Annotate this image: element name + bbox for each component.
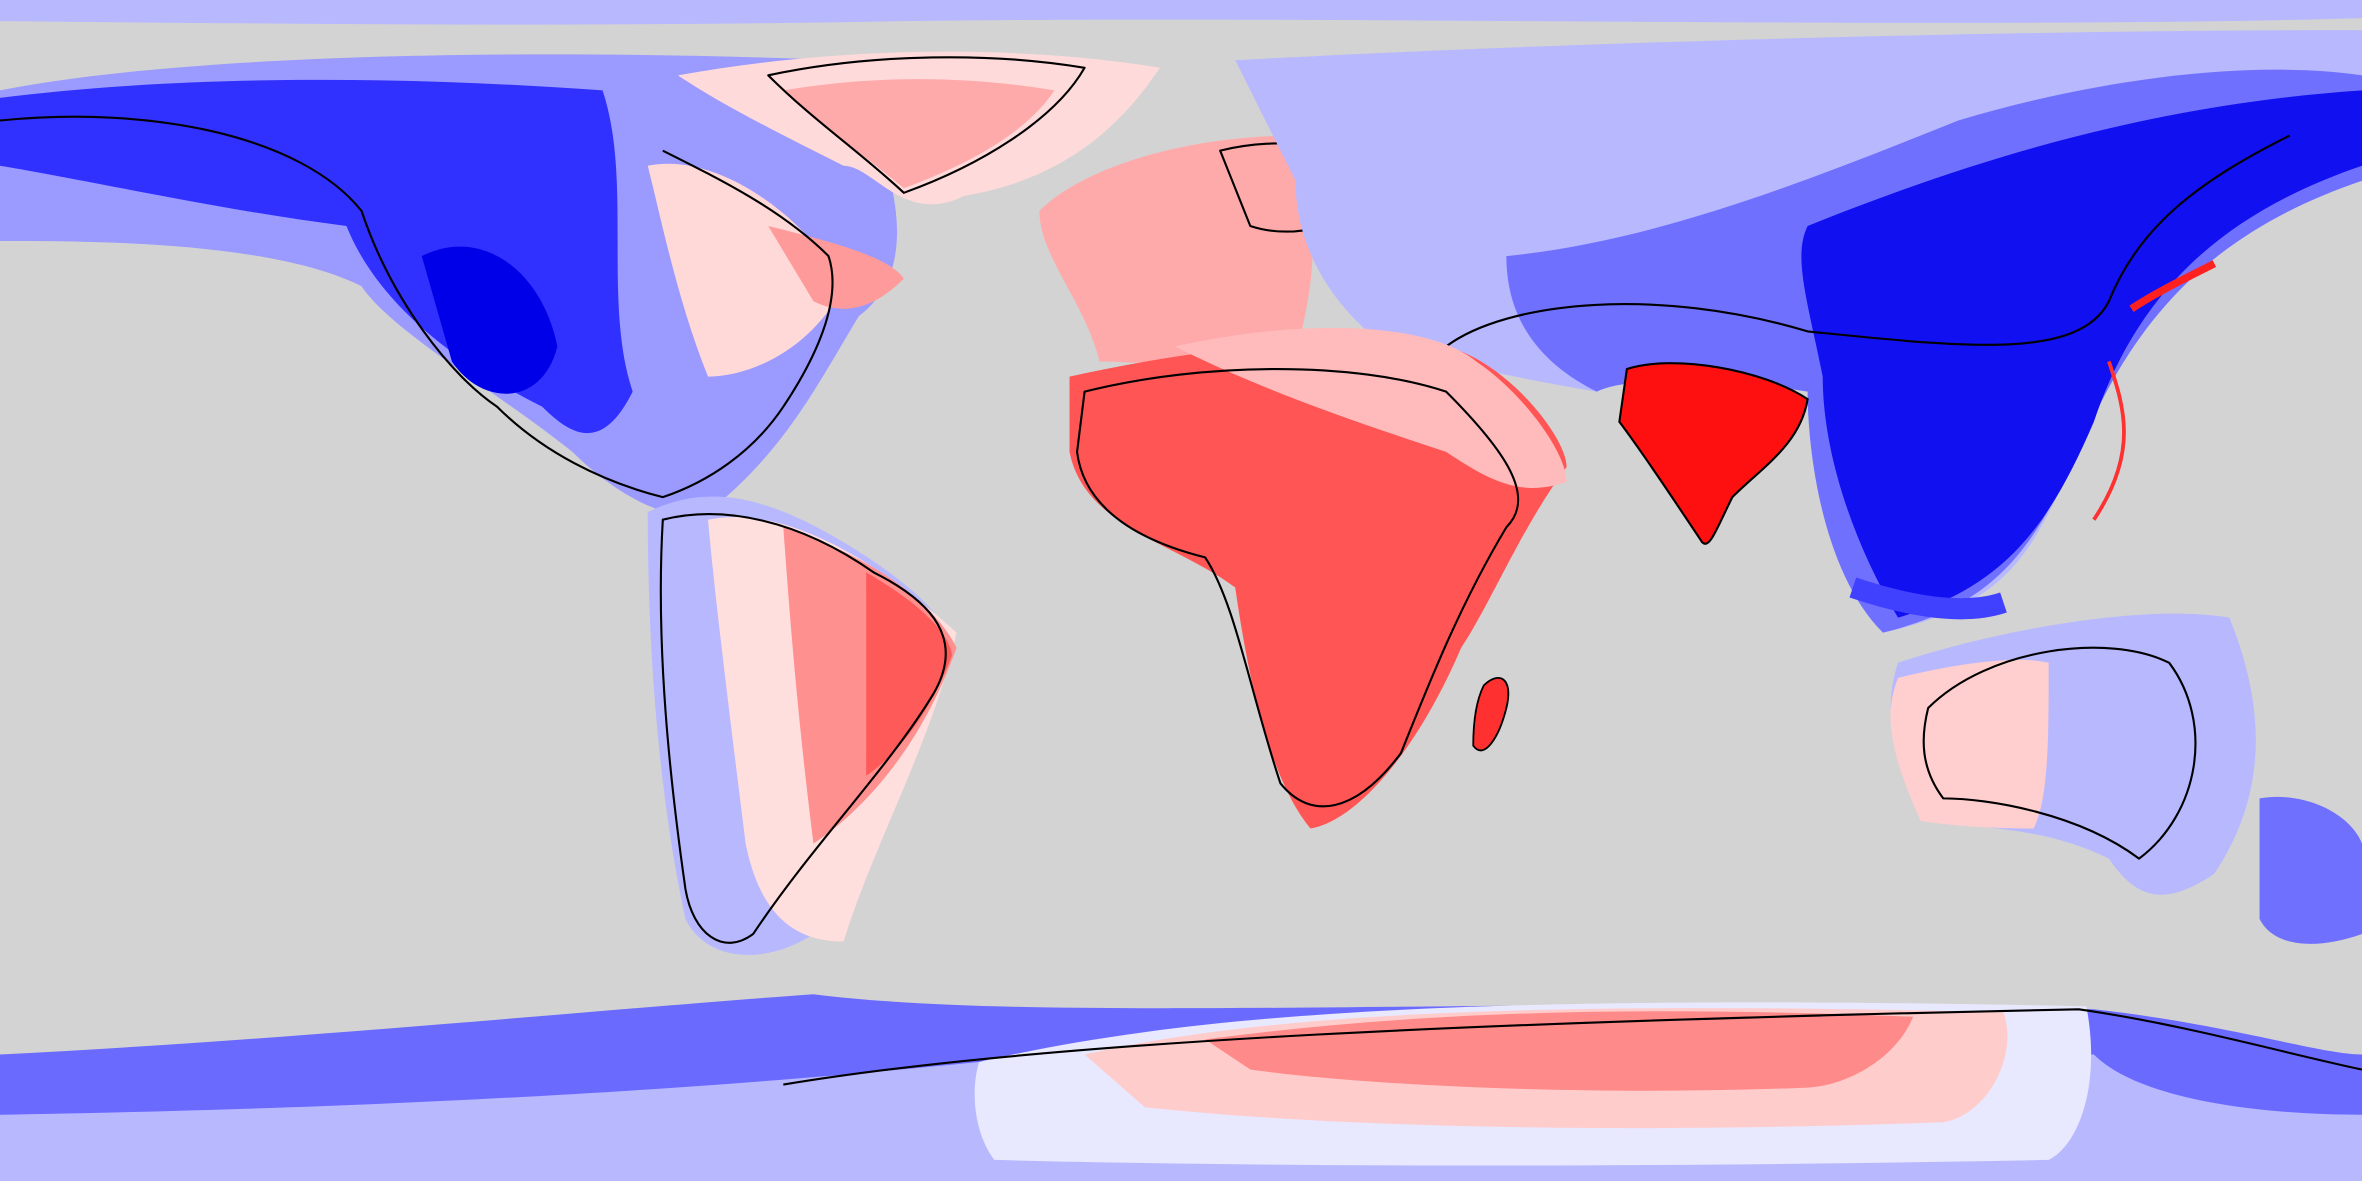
trench-red bbox=[2092, 360, 2126, 521]
greenland bbox=[677, 51, 1160, 205]
na-coast bbox=[0, 115, 834, 499]
india bbox=[1618, 362, 1809, 545]
australia bbox=[1890, 613, 2362, 944]
greenland-coast bbox=[767, 56, 1086, 194]
greenland-red bbox=[783, 79, 1055, 189]
antarctica bbox=[0, 994, 2362, 1181]
arctic-band bbox=[0, 0, 2362, 25]
antarctica-coast bbox=[783, 1008, 2362, 1086]
india-red bbox=[1618, 362, 1809, 545]
aus-pink bbox=[1890, 659, 2049, 829]
europe-red bbox=[1039, 135, 1313, 364]
nova-scotia-red bbox=[768, 225, 904, 309]
asia-coast bbox=[1445, 134, 2291, 348]
asia-dark bbox=[1801, 90, 2362, 618]
north-america bbox=[0, 54, 904, 516]
africa-red bbox=[1069, 340, 1567, 829]
sa-core bbox=[866, 572, 953, 776]
indonesia-blue bbox=[1849, 577, 2007, 620]
na-east-pink bbox=[647, 163, 844, 377]
asia bbox=[1235, 30, 2362, 633]
aus-coast bbox=[1922, 646, 2197, 860]
madagascar bbox=[1472, 676, 1510, 752]
arabia-pink bbox=[1174, 327, 1567, 488]
na-core bbox=[421, 246, 558, 394]
africa bbox=[1069, 327, 1567, 829]
japan-red bbox=[2129, 260, 2217, 312]
south-america bbox=[647, 496, 957, 955]
sa-coast bbox=[659, 513, 947, 944]
africa-coast bbox=[1076, 368, 1520, 808]
nz-blue bbox=[2259, 796, 2362, 944]
